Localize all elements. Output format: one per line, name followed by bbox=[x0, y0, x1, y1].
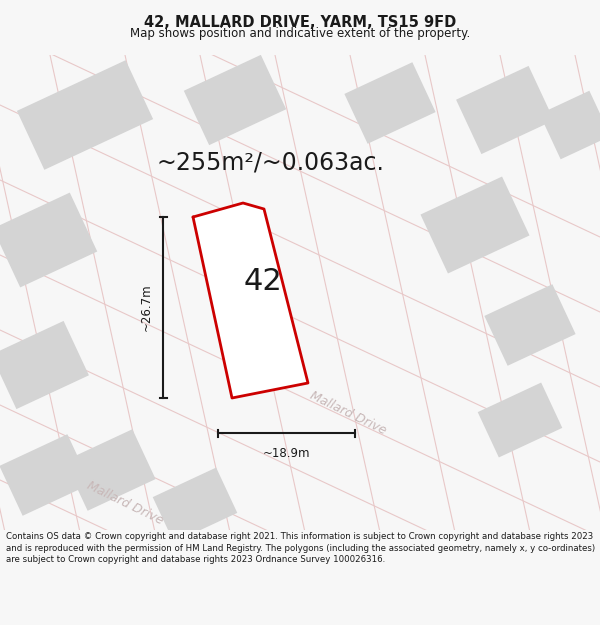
Text: Map shows position and indicative extent of the property.: Map shows position and indicative extent… bbox=[130, 27, 470, 39]
Text: 42: 42 bbox=[244, 268, 283, 296]
Polygon shape bbox=[456, 66, 554, 154]
Polygon shape bbox=[484, 284, 575, 366]
Polygon shape bbox=[539, 91, 600, 159]
Text: Mallard Drive: Mallard Drive bbox=[85, 479, 166, 527]
Polygon shape bbox=[344, 62, 436, 144]
Text: ~18.9m: ~18.9m bbox=[263, 447, 310, 460]
Polygon shape bbox=[0, 434, 91, 516]
Polygon shape bbox=[184, 55, 286, 145]
Text: Contains OS data © Crown copyright and database right 2021. This information is : Contains OS data © Crown copyright and d… bbox=[6, 532, 595, 564]
Polygon shape bbox=[17, 60, 153, 170]
Text: 42, MALLARD DRIVE, YARM, TS15 9FD: 42, MALLARD DRIVE, YARM, TS15 9FD bbox=[144, 16, 456, 31]
Polygon shape bbox=[153, 468, 237, 542]
Text: ~26.7m: ~26.7m bbox=[140, 284, 153, 331]
Text: Mallard Drive: Mallard Drive bbox=[308, 389, 388, 437]
Polygon shape bbox=[193, 203, 308, 398]
Polygon shape bbox=[0, 321, 89, 409]
Polygon shape bbox=[478, 382, 562, 458]
Polygon shape bbox=[421, 176, 530, 274]
Text: ~255m²/~0.063ac.: ~255m²/~0.063ac. bbox=[156, 151, 384, 175]
Polygon shape bbox=[0, 192, 97, 288]
Polygon shape bbox=[64, 429, 155, 511]
